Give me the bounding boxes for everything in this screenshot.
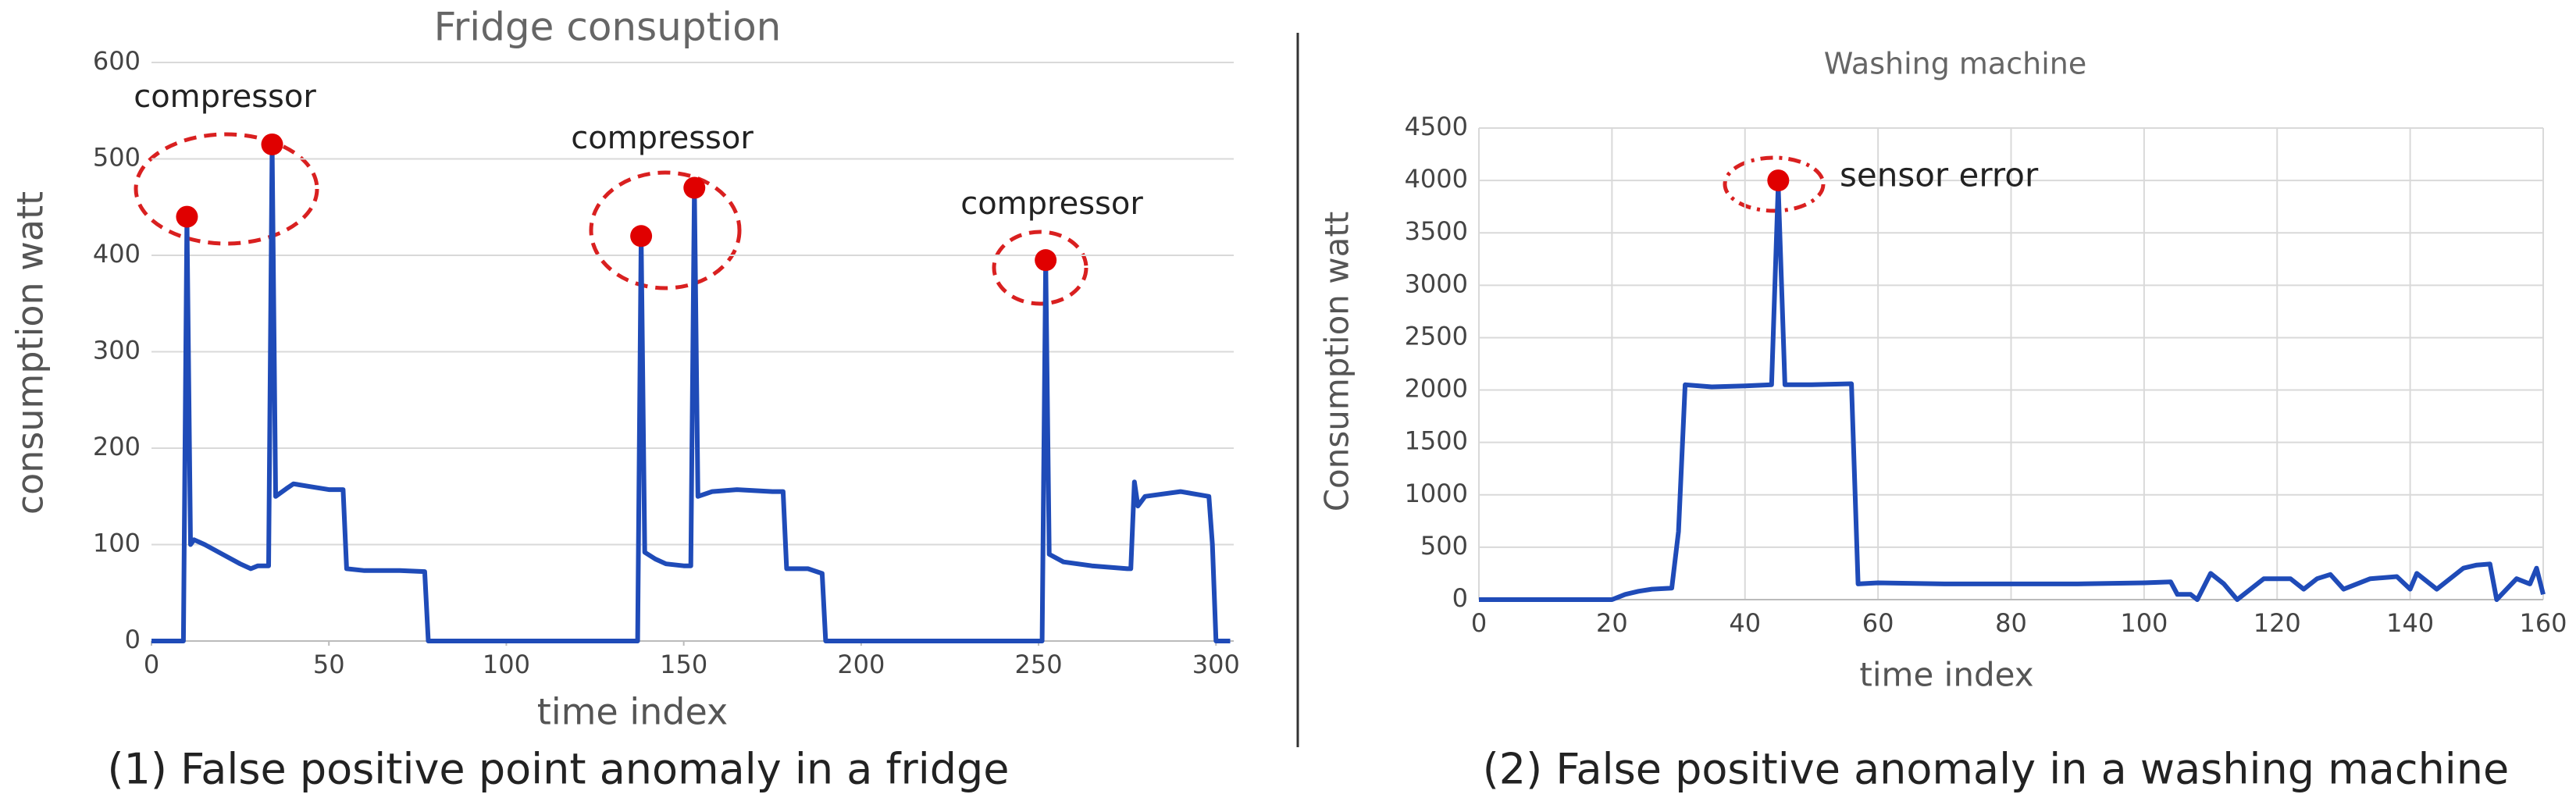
anomaly-point bbox=[630, 225, 653, 248]
annotation-circle bbox=[134, 132, 319, 246]
y-tick-label: 4500 bbox=[1405, 112, 1468, 141]
y-tick-label: 2000 bbox=[1405, 374, 1468, 404]
y-tick-label: 4000 bbox=[1405, 164, 1468, 194]
annotation-circle bbox=[1723, 155, 1826, 213]
x-tick-label: 100 bbox=[483, 650, 530, 679]
anomaly-point bbox=[1767, 169, 1790, 192]
anomaly-point bbox=[1035, 249, 1057, 272]
x-axis-label: time index bbox=[537, 691, 728, 733]
anomaly-point bbox=[176, 205, 198, 228]
x-tick-label: 200 bbox=[837, 650, 885, 679]
x-tick-label: 120 bbox=[2254, 608, 2301, 638]
y-tick-label: 3500 bbox=[1405, 216, 1468, 246]
y-tick-label: 500 bbox=[93, 143, 141, 173]
x-axis-label: time index bbox=[1859, 656, 2033, 694]
x-tick-label: 100 bbox=[2120, 608, 2168, 638]
data-line bbox=[151, 142, 1231, 643]
y-tick-label: 400 bbox=[93, 239, 141, 269]
x-tick-label: 0 bbox=[1471, 608, 1487, 638]
y-tick-label: 1500 bbox=[1405, 426, 1468, 456]
annotation: compressor bbox=[960, 186, 1143, 222]
y-tick-label: 1000 bbox=[1405, 479, 1468, 508]
x-tick-label: 60 bbox=[1862, 608, 1894, 638]
x-tick-label: 50 bbox=[313, 650, 345, 679]
y-tick-label: 100 bbox=[93, 529, 141, 558]
x-tick-label: 150 bbox=[660, 650, 707, 679]
chart-title: Fridge consuption bbox=[434, 5, 782, 50]
caption: (1) False positive point anomaly in a fr… bbox=[107, 745, 1009, 794]
x-tick-label: 20 bbox=[1596, 608, 1628, 638]
y-tick-label: 0 bbox=[125, 625, 141, 654]
annotation: compressor bbox=[134, 79, 316, 115]
x-tick-label: 250 bbox=[1015, 650, 1063, 679]
annotation-circle bbox=[589, 170, 742, 290]
y-axis-label: Consumption watt bbox=[1318, 212, 1356, 512]
y-tick-label: 200 bbox=[93, 432, 141, 461]
chart-title: Washing machine bbox=[1824, 47, 2086, 81]
x-tick-label: 80 bbox=[1995, 608, 2027, 638]
y-tick-label: 2500 bbox=[1405, 321, 1468, 351]
x-tick-label: 140 bbox=[2386, 608, 2434, 638]
y-tick-label: 600 bbox=[93, 46, 141, 76]
y-tick-label: 0 bbox=[1452, 583, 1468, 613]
anomaly-point bbox=[261, 133, 283, 155]
caption: (2) False positive anomaly in a washing … bbox=[1483, 745, 2510, 794]
annotation: compressor bbox=[571, 120, 754, 156]
data-line bbox=[1479, 183, 2546, 602]
anomaly-point bbox=[683, 176, 706, 199]
x-tick-label: 160 bbox=[2519, 608, 2567, 638]
y-tick-label: 500 bbox=[1420, 531, 1468, 561]
y-tick-label: 300 bbox=[93, 336, 141, 365]
y-axis-label: consumption watt bbox=[9, 191, 52, 515]
annotation: sensor error bbox=[1840, 156, 2039, 194]
x-tick-label: 300 bbox=[1192, 650, 1240, 679]
y-tick-label: 3000 bbox=[1405, 269, 1468, 298]
x-tick-label: 40 bbox=[1729, 608, 1761, 638]
x-tick-label: 0 bbox=[144, 650, 159, 679]
annotation-circles bbox=[134, 132, 1826, 306]
annotation-circle bbox=[992, 230, 1088, 306]
